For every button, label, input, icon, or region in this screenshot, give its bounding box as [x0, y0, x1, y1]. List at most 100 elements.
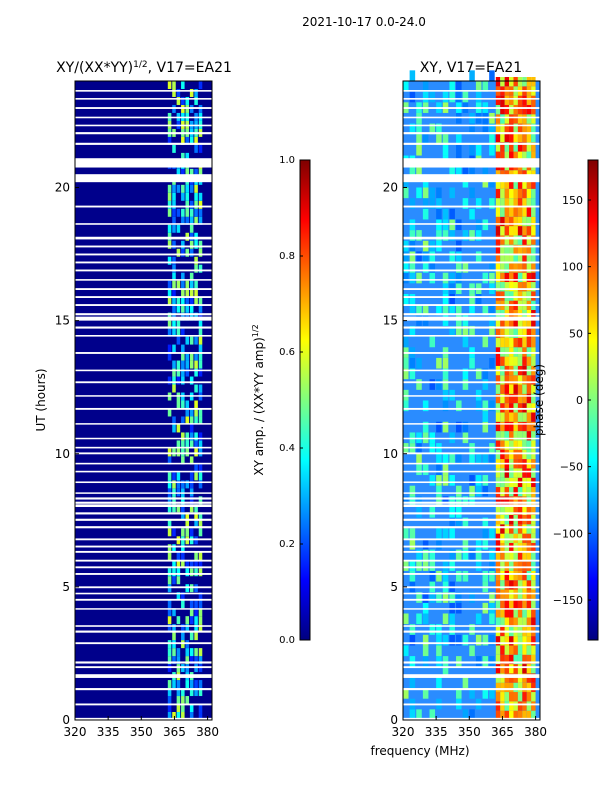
right-hot-cell: [509, 673, 514, 683]
right-hot-cell: [504, 431, 510, 441]
right-noise-cell: [436, 475, 442, 486]
right-noise-cell: [442, 144, 449, 156]
left-signal-cell: [194, 560, 198, 569]
left-signal-cell: [185, 368, 190, 377]
right-hot-cell: [513, 244, 518, 255]
right-hot-cell: [517, 272, 523, 283]
right-gap-row: [403, 462, 540, 465]
right-hot-cell: [531, 403, 536, 413]
right-noise-cell: [456, 453, 462, 465]
left-signal-cell: [176, 472, 181, 481]
right-noise-cell: [442, 570, 449, 582]
figure-suptitle: 2021-10-17 0.0-24.0: [302, 15, 426, 29]
right-hot-cell: [504, 524, 510, 534]
left-signal-cell: [167, 328, 172, 337]
right-hot-cell: [500, 132, 505, 143]
right-hot-cell: [509, 701, 514, 711]
right-hot-cell: [500, 598, 505, 609]
right-noise-cell: [416, 379, 422, 390]
right-hot-cell: [531, 701, 536, 711]
right-hot-cell: [500, 561, 505, 571]
right-hot-cell: [522, 104, 527, 115]
right-hot-cell: [526, 682, 532, 693]
left-signal-cell: [194, 240, 198, 249]
right-hot-cell: [504, 142, 510, 152]
right-hot-cell: [504, 542, 510, 553]
right-hot-cell: [495, 496, 501, 506]
right-hot-cell: [509, 77, 514, 87]
left-signal-cell: [167, 528, 172, 537]
right-hot-cell: [513, 561, 518, 571]
right-hot-cell: [517, 645, 523, 655]
left-signal-cell: [198, 168, 203, 177]
left-signal-cell: [194, 368, 198, 377]
right-hot-cell: [531, 552, 536, 562]
right-noise-cell: [436, 198, 442, 209]
left-gap-row: [75, 261, 212, 264]
right-hot-cell: [526, 198, 532, 208]
right-noise-cell: [409, 528, 416, 539]
right-hot-cell: [504, 552, 510, 562]
left-title-suffix: , V17=EA21: [148, 60, 232, 76]
right-hot-cell: [513, 207, 518, 217]
left-signal-cell: [198, 512, 203, 521]
left-gap-row: [75, 253, 212, 256]
right-noise-cell: [422, 208, 429, 220]
left-signal-cell: [185, 480, 190, 489]
right-noise-cell: [489, 70, 495, 81]
right-gap-row: [403, 598, 540, 601]
left-signal-cell: [185, 136, 190, 145]
right-hot-cell: [495, 77, 501, 87]
right-hot-cell: [500, 179, 505, 189]
right-hot-cell: [526, 421, 532, 432]
right-noise-cell: [442, 304, 449, 316]
right-gap-row: [403, 501, 540, 504]
right-hot-cell: [509, 328, 514, 338]
left-signal-cell: [198, 216, 203, 225]
left-signal-cell: [185, 304, 190, 313]
right-hot-cell: [500, 431, 505, 441]
right-noise-cell: [462, 262, 469, 273]
right-gap-row: [403, 395, 540, 397]
left-signal-cell: [185, 192, 190, 201]
right-noise-cell: [422, 613, 429, 625]
right-hot-cell: [522, 412, 527, 422]
right-hot-cell: [509, 104, 514, 115]
amp-colorbar-label-base: XY amp. / (XX*YY amp): [252, 337, 266, 475]
right-noise-cell: [403, 272, 409, 284]
right-hot-cell: [522, 692, 527, 702]
right-noise-cell: [469, 144, 475, 156]
right-noise-cell: [429, 336, 436, 348]
right-hot-cell: [531, 710, 536, 720]
phase-colorbar-ticks: 150 100 50 0 −50 −100 −150: [553, 194, 591, 607]
right-noise-cell: [409, 70, 416, 81]
right-hot-cell: [531, 421, 536, 432]
right-gap-row: [403, 369, 540, 372]
right-hot-cell: [522, 179, 527, 189]
left-signal-cell: [167, 704, 172, 713]
left-signal-cell: [194, 136, 198, 145]
left-signal-cell: [189, 632, 194, 641]
right-noise-cell: [409, 560, 416, 571]
right-hot-cell: [504, 95, 510, 105]
right-noise-cell: [449, 549, 455, 561]
left-signal-cell: [167, 504, 172, 513]
right-hot-cell: [500, 114, 505, 124]
right-gap-row: [403, 304, 540, 306]
right-noise-cell: [489, 560, 495, 571]
left-signal-cell: [185, 560, 190, 569]
right-plot-frame: [402, 80, 541, 721]
left-signal-cell: [167, 696, 172, 705]
right-noise-cell: [429, 475, 436, 486]
left-gap-row: [75, 625, 212, 627]
left-signal-cell: [172, 568, 176, 577]
right-hot-cell: [531, 291, 536, 301]
right-noise-cell: [489, 453, 495, 465]
right-hot-cell: [513, 263, 518, 273]
right-noise-cell: [429, 709, 436, 720]
right-hot-cell: [509, 207, 514, 217]
right-gap-row: [403, 253, 540, 256]
left-signal-cell: [189, 272, 194, 281]
right-hot-cell: [500, 552, 505, 562]
right-noise-cell: [442, 634, 449, 646]
